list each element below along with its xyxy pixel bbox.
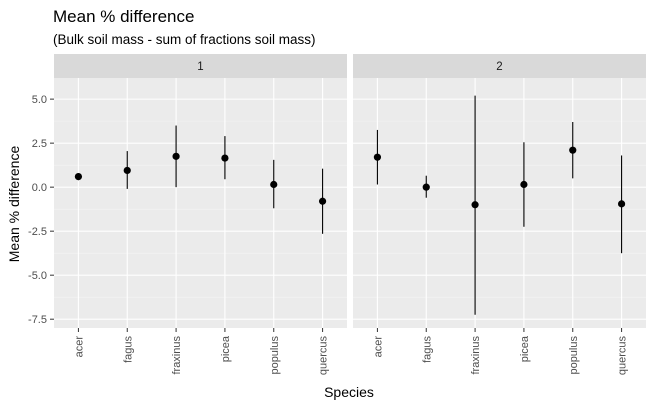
data-point-fagus-panel-2 xyxy=(422,183,430,191)
x-tick-label: picea xyxy=(519,335,531,362)
chart-subtitle: (Bulk soil mass - sum of fractions soil … xyxy=(53,32,316,47)
y-tick-label: -7.5 xyxy=(28,314,47,326)
data-point-acer-panel-2 xyxy=(373,153,382,161)
data-point-acer-panel-1 xyxy=(74,172,83,181)
facet-strip-label: 2 xyxy=(496,61,502,73)
facet-strip-label: 1 xyxy=(197,61,203,73)
data-point-fraxinus-panel-2 xyxy=(471,201,479,209)
y-axis-title: Mean % difference xyxy=(6,146,22,263)
x-tick-label: quercus xyxy=(318,336,330,376)
panel-background xyxy=(54,78,347,328)
x-tick-label: picea xyxy=(220,335,232,362)
x-tick-label: fraxinus xyxy=(171,336,183,375)
x-tick-label: acer xyxy=(372,336,384,358)
plot-layer: -7.5 -5.0 -2.5 0.0 2.5 5.0 1 acer fagus fraxinus p… xyxy=(28,54,646,375)
facet-strip-2 xyxy=(353,54,646,78)
data-point-populus-panel-1 xyxy=(270,180,278,189)
x-tick-label: acer xyxy=(73,336,85,358)
y-tick-label: 0.0 xyxy=(32,182,47,194)
facet-strip-1 xyxy=(54,54,347,78)
data-point-populus-panel-2 xyxy=(569,146,577,154)
data-point-picea-panel-1 xyxy=(221,154,229,162)
y-tick-label: -5.0 xyxy=(28,270,47,282)
y-tick-label: 2.5 xyxy=(32,138,47,150)
y-tick-label: 5.0 xyxy=(32,94,47,106)
data-point-fraxinus-panel-1 xyxy=(172,152,180,160)
chart-title: Mean % difference xyxy=(53,7,194,26)
y-tick-label: -2.5 xyxy=(28,226,47,238)
data-point-picea-panel-2 xyxy=(520,180,528,189)
x-tick-label: quercus xyxy=(617,336,629,376)
data-point-quercus-panel-1 xyxy=(318,197,327,205)
x-tick-label: fagus xyxy=(122,336,134,363)
data-point-quercus-panel-2 xyxy=(617,200,626,208)
x-tick-label: fraxinus xyxy=(470,336,482,375)
data-point-fagus-panel-1 xyxy=(123,166,131,175)
x-tick-label: populus xyxy=(269,336,281,375)
x-tick-label: populus xyxy=(568,336,580,375)
x-tick-label: fagus xyxy=(421,336,433,363)
panel-background xyxy=(353,78,646,328)
x-axis-title: Species xyxy=(324,384,374,400)
